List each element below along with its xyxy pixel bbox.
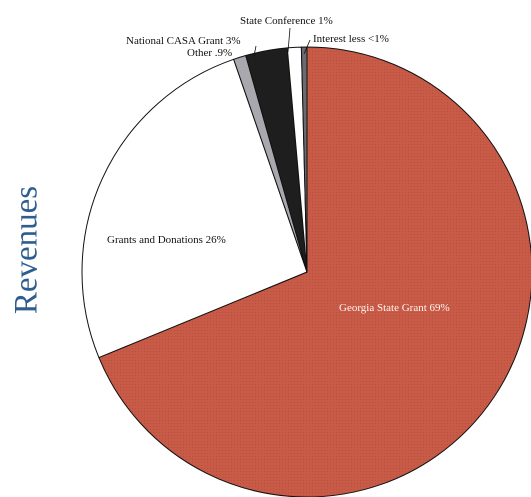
- leader-line-interest: [303, 39, 311, 55]
- label-interest: Interest less <1%: [313, 33, 389, 45]
- label-state-conference: State Conference 1%: [240, 15, 333, 27]
- slice-grants-donations: [81, 58, 308, 359]
- chart-side-title: Revenues: [9, 186, 45, 314]
- label-national-casa: National CASA Grant 3%: [126, 35, 241, 47]
- label-other: Other .9%: [187, 47, 232, 59]
- pie-slices: [81, 46, 531, 497]
- label-georgia-state: Georgia State Grant 69%: [339, 302, 450, 314]
- slice-georgia-state-grant: [98, 46, 531, 497]
- leader-line-state-conference: [287, 27, 291, 53]
- side-title-text: Revenues: [9, 186, 45, 314]
- label-grants-donations: Grants and Donations 26%: [107, 234, 226, 246]
- leader-line-national-casa: [253, 45, 257, 57]
